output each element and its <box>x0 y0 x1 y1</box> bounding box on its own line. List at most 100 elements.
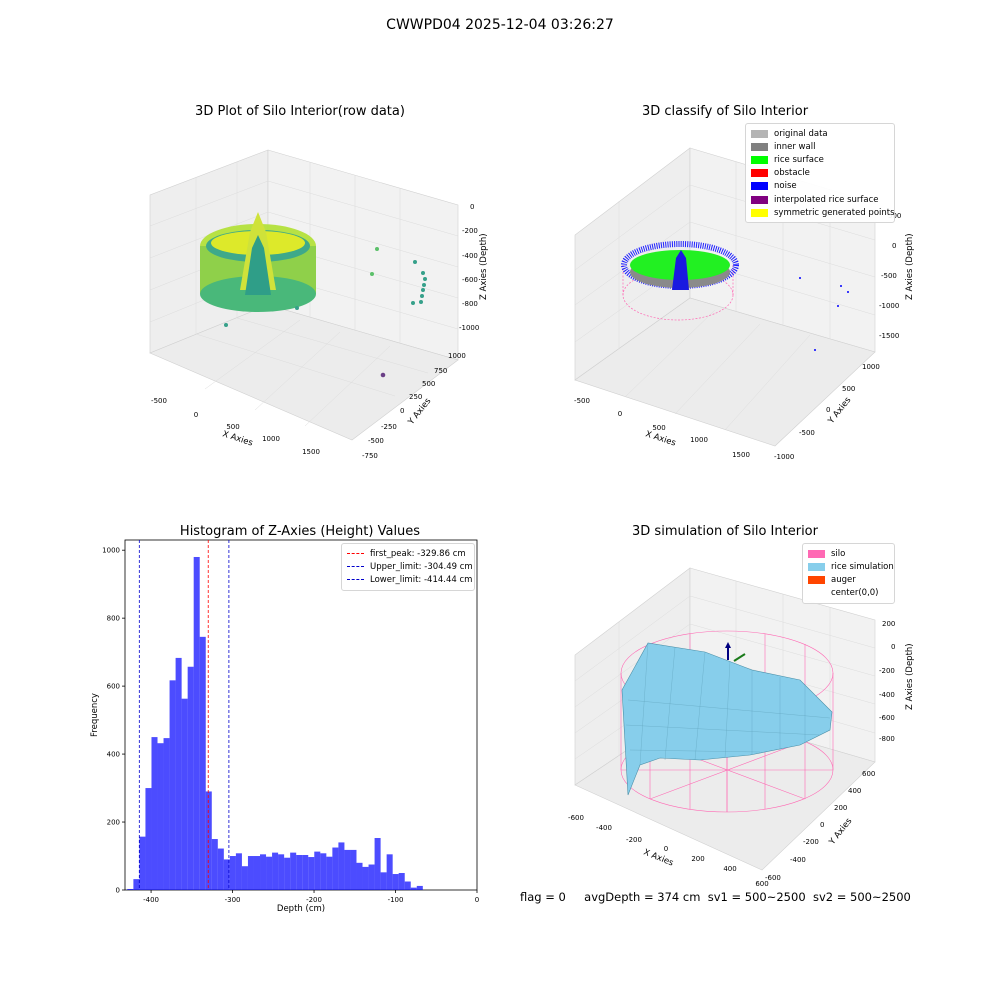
sim-x-tick: 600 <box>755 880 768 888</box>
histogram-bar <box>175 657 182 890</box>
legend-item: rice simulation <box>808 560 894 573</box>
histogram-bar <box>272 852 279 890</box>
raw-x-tick: 500 <box>226 423 239 431</box>
legend-line <box>347 553 364 555</box>
raw-z-tick: 0 <box>470 203 474 211</box>
legend-label: rice surface <box>774 154 824 165</box>
raw-3d-plot: -500 0 500 1000 1500 -750 -500 -250 0 25… <box>149 149 489 460</box>
sim-y-tick: 0 <box>820 821 824 829</box>
histogram-bar <box>223 859 230 890</box>
legend-label: original data <box>774 128 828 139</box>
raw-z-tick: -200 <box>462 227 478 235</box>
sim-y-tick: -200 <box>803 838 819 846</box>
histogram-legend: first_peak: -329.86 cm Upper_limit: -304… <box>341 543 475 591</box>
raw-x-tick: 1000 <box>262 435 280 443</box>
legend-item: interpolated rice surface <box>751 193 889 206</box>
histogram-bar <box>338 842 345 890</box>
histogram-bar <box>266 856 273 890</box>
histogram-bar <box>410 887 417 890</box>
legend-label: inner wall <box>774 141 816 152</box>
histogram-bar <box>416 885 423 890</box>
legend-swatch <box>751 195 768 204</box>
sim-x-tick: -400 <box>596 824 612 832</box>
legend-item: obstacle <box>751 167 889 180</box>
legend-swatch <box>808 549 825 558</box>
classify-x-tick: 1500 <box>732 451 750 459</box>
histogram-bar <box>392 874 399 890</box>
histogram-bar <box>326 856 333 890</box>
legend-label: Upper_limit: -304.49 cm <box>370 561 473 572</box>
histogram-bar <box>260 854 267 890</box>
classify-y-tick: 500 <box>842 385 855 393</box>
histogram-bar <box>398 873 405 890</box>
classify-x-tick: -500 <box>574 397 590 405</box>
histogram-x-tick: -300 <box>225 896 241 904</box>
sim-z-tick: -800 <box>879 735 895 743</box>
histogram-y-tick: 800 <box>107 615 120 623</box>
histogram-bar <box>404 881 411 890</box>
legend-label: center(0,0) <box>831 588 879 599</box>
legend-label: noise <box>774 181 797 192</box>
rice-surface-mesh <box>625 642 831 766</box>
auger-icon <box>725 642 746 662</box>
status-line: flag = 0 avgDepth = 374 cm sv1 = 500~250… <box>520 890 911 904</box>
histogram-bar <box>133 879 140 890</box>
status-flag: flag = 0 <box>520 890 566 904</box>
legend-item: silo <box>808 547 889 560</box>
histogram-bar <box>127 888 134 890</box>
classify-z-tick: -1000 <box>879 302 899 310</box>
histogram-bar <box>211 839 218 890</box>
legend-label: interpolated rice surface <box>774 194 879 205</box>
legend-item: Upper_limit: -304.49 cm <box>347 560 473 573</box>
histogram-bar <box>320 853 327 890</box>
legend-swatch <box>751 182 768 191</box>
histogram-x-tick: -400 <box>143 896 159 904</box>
raw-y-tick: 250 <box>409 393 422 401</box>
sim-x-tick: -600 <box>568 814 584 822</box>
histogram-bar <box>278 854 285 890</box>
histogram-bar <box>247 856 254 890</box>
classify-z-tick: 0 <box>892 242 896 250</box>
histogram-x-label: Depth (cm) <box>277 904 325 914</box>
histogram-bar <box>235 853 242 890</box>
status-sv2: sv2 = 500~2500 <box>812 890 911 904</box>
histogram-bar <box>290 852 297 890</box>
histogram-bar <box>139 836 146 890</box>
histogram-threshold-lines <box>138 540 230 890</box>
histogram-bar <box>332 847 339 890</box>
histogram-bar <box>217 848 224 890</box>
histogram-bar <box>356 862 363 890</box>
classify-x-tick: 1000 <box>690 436 708 444</box>
classify-z-tick: -500 <box>881 272 897 280</box>
figure-title: CWWPD04 2025-12-04 03:26:27 <box>386 17 614 33</box>
histogram-bar <box>229 856 236 890</box>
legend-label: auger <box>831 574 856 585</box>
legend-item: first_peak: -329.86 cm <box>347 547 469 560</box>
histogram-bar <box>151 737 158 890</box>
sim-z-tick: 200 <box>882 620 895 628</box>
classify-x-tick: 0 <box>618 410 622 418</box>
raw-y-tick: -500 <box>368 437 384 445</box>
classify-x-tick: 500 <box>652 424 665 432</box>
histogram-bars <box>127 556 423 890</box>
classify-z-tick: -1500 <box>879 332 899 340</box>
legend-label: rice simulation <box>831 561 894 572</box>
raw-point-cloud <box>200 212 427 378</box>
simulation-3d-plot: -600 -400 -200 0 200 400 600 -600 -400 -… <box>568 567 915 888</box>
histogram-bar <box>350 849 357 890</box>
legend-item: auger <box>808 573 889 586</box>
legend-item: center(0,0) <box>808 587 889 600</box>
histogram-y-tick: 200 <box>107 819 120 827</box>
raw-z-tick: -400 <box>462 252 478 260</box>
legend-swatch <box>751 169 768 178</box>
raw-z-label: Z Axies (Depth) <box>479 233 489 300</box>
classify-x-label: X Axies <box>644 429 677 448</box>
sim-z-tick: -600 <box>879 714 895 722</box>
legend-label: Lower_limit: -414.44 cm <box>370 574 473 585</box>
histogram-bar <box>344 849 351 890</box>
histogram-bar <box>302 855 309 890</box>
histogram-bar <box>368 864 375 890</box>
histogram-x-tick: 0 <box>475 896 479 904</box>
raw-y-tick: 500 <box>422 380 435 388</box>
histogram-y-label: Frequency <box>90 693 100 737</box>
